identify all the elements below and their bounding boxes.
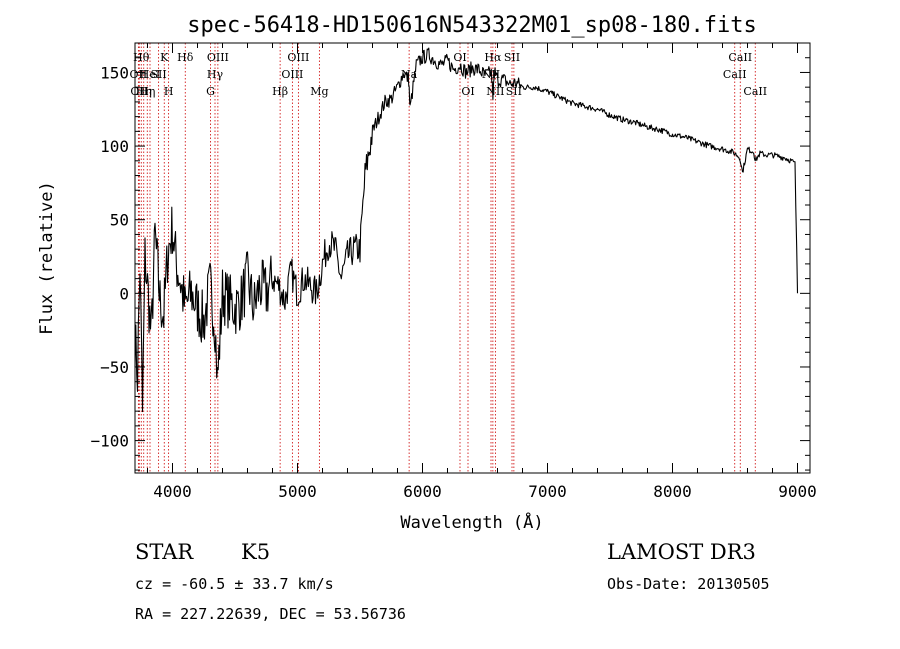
ytick-label-5: 150 bbox=[100, 63, 129, 82]
chart-title: spec-56418-HD150616N543322M01_sp08-180.f… bbox=[187, 13, 757, 38]
plot-frame bbox=[134, 42, 811, 474]
xtick-label-3: 7000 bbox=[528, 482, 567, 501]
line-label-21: Hα bbox=[484, 51, 502, 64]
xtick-label-2: 6000 bbox=[403, 482, 442, 501]
ytick-label-0: −100 bbox=[90, 432, 129, 451]
footer-info: STAR K5 LAMOST DR3 cz = -60.5 ± 33.7 km/… bbox=[135, 540, 770, 623]
line-label-11: Hγ bbox=[207, 68, 224, 81]
emission-line-markers bbox=[137, 43, 756, 473]
line-label-22: NII bbox=[486, 85, 504, 98]
spectrum-line bbox=[134, 47, 799, 413]
ytick-label-2: 0 bbox=[119, 284, 129, 303]
line-label-24: SII bbox=[506, 85, 522, 98]
line-label-10: G bbox=[206, 85, 215, 98]
line-label-16: Mg bbox=[310, 85, 328, 98]
ytick-label-3: 50 bbox=[110, 211, 129, 230]
object-type: STAR bbox=[135, 540, 194, 564]
x-axis-label: Wavelength (Å) bbox=[400, 511, 543, 533]
line-label-3: Hη bbox=[136, 85, 152, 98]
line-label-8: H bbox=[164, 85, 174, 98]
emission-line-labels: HθOIIOIIHηHηHeISIIKHHδGHγOIIIHβOIIIOIIIM… bbox=[130, 51, 768, 98]
line-label-27: CaII bbox=[743, 85, 767, 98]
line-label-18: OI bbox=[453, 51, 466, 64]
ytick-label-1: −50 bbox=[100, 358, 129, 377]
line-label-23: SII bbox=[504, 51, 520, 64]
line-label-26: CaII bbox=[728, 51, 752, 64]
line-label-0: Hθ bbox=[133, 51, 150, 64]
obs-date: Obs-Date: 20130505 bbox=[607, 575, 770, 593]
line-label-4: Hη bbox=[139, 85, 155, 98]
xtick-label-0: 4000 bbox=[153, 482, 192, 501]
line-label-25: CaII bbox=[723, 68, 747, 81]
line-label-9: Hδ bbox=[177, 51, 194, 64]
line-label-19: OI bbox=[461, 85, 474, 98]
xtick-label-1: 5000 bbox=[278, 482, 317, 501]
xtick-label-4: 8000 bbox=[653, 482, 692, 501]
ytick-label-4: 100 bbox=[100, 137, 129, 156]
redshift-text: cz = -60.5 ± 33.7 km/s bbox=[135, 575, 334, 593]
line-label-17: Na bbox=[401, 68, 418, 81]
line-label-1: OII bbox=[130, 68, 148, 81]
line-label-6: SII bbox=[151, 68, 167, 81]
line-label-15: OIII bbox=[287, 51, 309, 64]
x-axis-ticks: 4000 5000 6000 7000 8000 9000 bbox=[147, 43, 817, 501]
line-label-12: OIII bbox=[207, 51, 229, 64]
y-axis-ticks: −100 −50 0 50 100 150 bbox=[90, 57, 810, 471]
y-axis-label: Flux (relative) bbox=[37, 181, 57, 335]
xtick-label-5: 9000 bbox=[778, 482, 817, 501]
line-label-13: Hβ bbox=[272, 85, 288, 98]
survey-name: LAMOST DR3 bbox=[607, 540, 756, 564]
line-label-7: K bbox=[160, 51, 169, 64]
line-label-14: OIII bbox=[281, 68, 303, 81]
line-label-5: HeI bbox=[140, 68, 160, 81]
coordinates: RA = 227.22639, DEC = 53.56736 bbox=[135, 605, 406, 623]
spectral-subclass: K5 bbox=[241, 540, 270, 564]
